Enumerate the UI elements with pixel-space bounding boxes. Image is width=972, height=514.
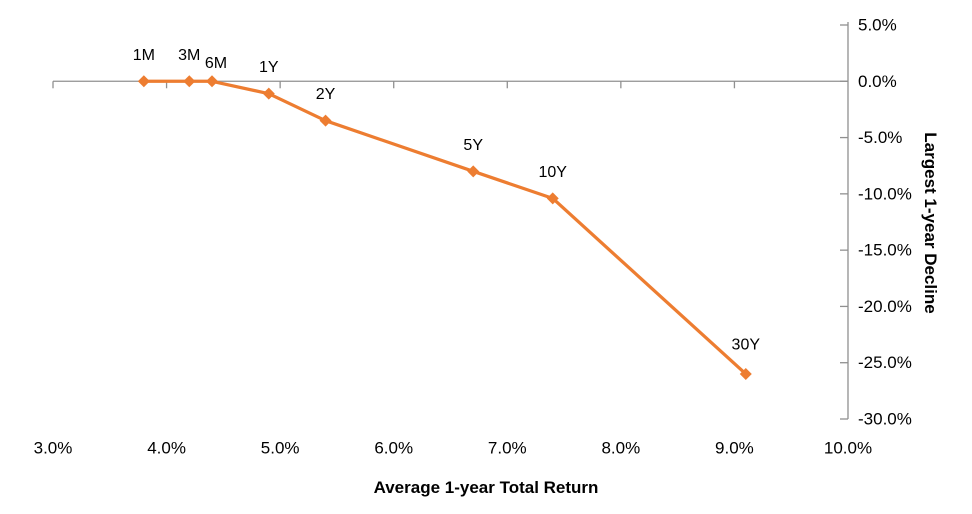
data-point-label-1Y: 1Y [259,59,279,76]
data-point-marker-3M [183,75,196,88]
series-line [142,79,748,376]
y-tick-label: -20.0% [858,297,912,316]
data-point-marker-6M [206,75,218,88]
x-axis-title: Average 1-year Total Return [373,478,599,497]
x-tick-label: 3.0% [34,439,73,458]
data-point-marker-5Y [467,165,480,178]
data-point-marker-2Y [319,114,332,127]
data-point-label-3M: 3M [178,47,200,64]
x-tick-label: 10.0% [824,439,872,458]
data-point-marker-10Y [546,192,559,205]
y-tick-label: -15.0% [858,241,912,260]
data-point-marker-30Y [739,367,752,380]
y-tick-label: -30.0% [858,410,912,429]
data-point-label-30Y: 30Y [732,336,761,353]
y-tick-label: 5.0% [858,16,897,35]
x-tick-label: 4.0% [147,439,186,458]
x-tick-label: 8.0% [601,439,640,458]
y-axis-title: Largest 1-year Decline [921,132,940,314]
data-point-label-2Y: 2Y [316,86,336,103]
x-tick-label: 9.0% [715,439,754,458]
x-tick-label: 5.0% [261,439,300,458]
data-point-label-5Y: 5Y [463,137,483,154]
x-tick-label: 7.0% [488,439,527,458]
data-point-label-10Y: 10Y [538,164,567,181]
data-point-marker-1M [137,75,150,88]
x-tick-label: 6.0% [374,439,413,458]
data-point-marker-1Y [262,87,275,100]
data-point-label-1M: 1M [133,47,155,64]
y-tick-label: -5.0% [858,128,902,147]
y-tick-label: -25.0% [858,353,912,372]
data-point-label-6M: 6M [205,55,227,72]
y-tick-label: -10.0% [858,184,912,203]
y-tick-label: 0.0% [858,72,897,91]
